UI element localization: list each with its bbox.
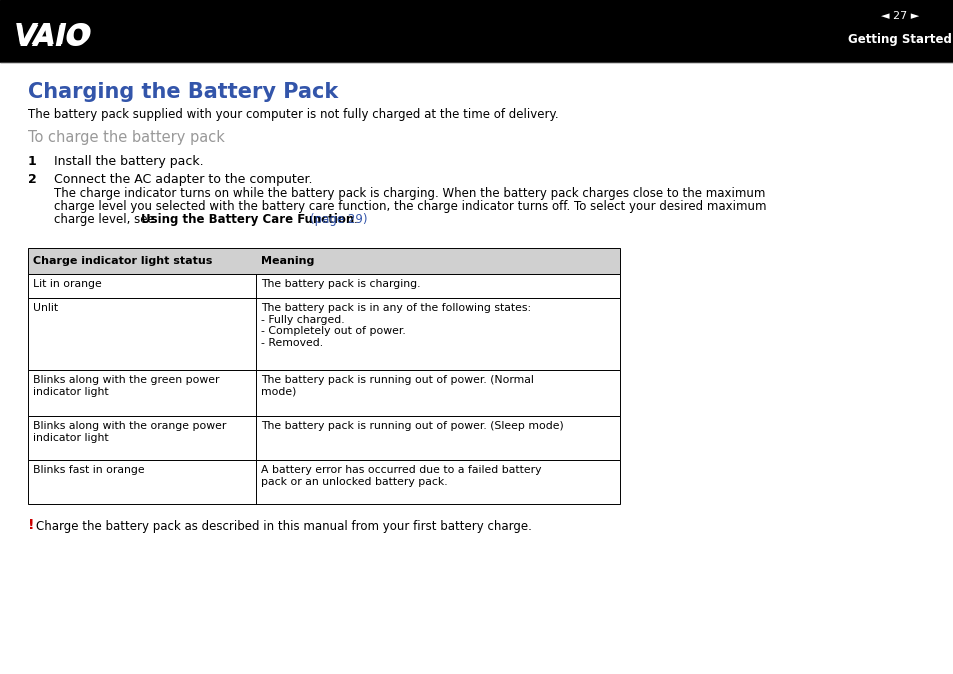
Text: 2: 2 (28, 173, 37, 186)
Text: Connect the AC adapter to the computer.: Connect the AC adapter to the computer. (54, 173, 313, 186)
Text: To charge the battery pack: To charge the battery pack (28, 130, 225, 145)
Text: A battery error has occurred due to a failed battery
pack or an unlocked battery: A battery error has occurred due to a fa… (261, 465, 541, 487)
Text: Blinks along with the orange power
indicator light: Blinks along with the orange power indic… (33, 421, 226, 443)
Text: Charge indicator light status: Charge indicator light status (33, 256, 213, 266)
Text: (page 29): (page 29) (310, 213, 367, 226)
Text: The battery pack is in any of the following states:
- Fully charged.
- Completel: The battery pack is in any of the follow… (261, 303, 531, 348)
Text: Meaning: Meaning (261, 256, 314, 266)
Text: The battery pack is charging.: The battery pack is charging. (261, 279, 420, 289)
Text: Getting Started: Getting Started (847, 34, 951, 47)
Text: Lit in orange: Lit in orange (33, 279, 102, 289)
Text: ◄ 27 ►: ◄ 27 ► (880, 11, 918, 21)
Bar (28, 248, 619, 274)
Text: The battery pack is running out of power. (Sleep mode): The battery pack is running out of power… (261, 421, 563, 431)
Text: VAIO: VAIO (15, 24, 90, 52)
Bar (28, 460, 619, 504)
Text: The battery pack supplied with your computer is not fully charged at the time of: The battery pack supplied with your comp… (28, 108, 558, 121)
Bar (0, 0, 953, 62)
Text: .: . (354, 213, 357, 226)
Text: Charging the Battery Pack: Charging the Battery Pack (28, 82, 338, 102)
Text: Charge the battery pack as described in this manual from your first battery char: Charge the battery pack as described in … (36, 520, 532, 533)
Text: 1: 1 (28, 155, 37, 168)
Text: The battery pack is running out of power. (Normal
mode): The battery pack is running out of power… (261, 375, 534, 396)
Bar (28, 298, 619, 370)
Bar (28, 370, 619, 416)
Text: charge level you selected with the battery care function, the charge indicator t: charge level you selected with the batte… (54, 200, 765, 213)
Text: Using the Battery Care Function: Using the Battery Care Function (141, 213, 354, 226)
Text: !: ! (28, 518, 34, 532)
Text: Install the battery pack.: Install the battery pack. (54, 155, 203, 168)
Text: The charge indicator turns on while the battery pack is charging. When the batte: The charge indicator turns on while the … (54, 187, 764, 200)
Text: VAIO: VAIO (14, 22, 92, 50)
Text: Blinks fast in orange: Blinks fast in orange (33, 465, 145, 475)
Bar (28, 416, 619, 460)
Text: Unlit: Unlit (33, 303, 58, 313)
Text: Blinks along with the green power
indicator light: Blinks along with the green power indica… (33, 375, 219, 396)
Text: charge level, see: charge level, see (54, 213, 158, 226)
Bar (28, 274, 619, 298)
